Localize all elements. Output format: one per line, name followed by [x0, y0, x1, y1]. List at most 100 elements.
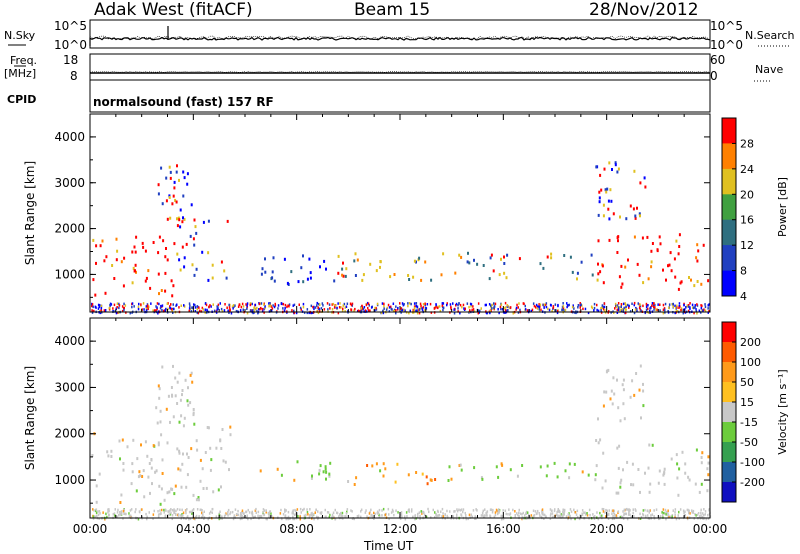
velocity-panel-noise-cell [581, 513, 584, 516]
power-panel-sparse-cell [636, 206, 638, 210]
power-panel-sparse-cell [604, 188, 607, 192]
power-panel-noise-cell [254, 303, 257, 307]
power-panel-region-4-cell [650, 249, 653, 253]
velocity-panel-region-0-cell [209, 468, 212, 472]
velocity-panel-noise-cell [209, 510, 212, 514]
power-panel-noise-cell [676, 304, 678, 308]
power-panel-noise-cell [350, 303, 353, 307]
velocity-panel-noise-cell [296, 508, 299, 511]
velocity-panel-noise-cell [593, 515, 595, 519]
power-panel-noise-cell [224, 303, 226, 306]
power-panel-region-0-cell [152, 241, 155, 244]
velocity-panel-region-4-cell [675, 453, 678, 457]
velocity-panel-noise-cell [462, 508, 465, 511]
power-panel-noise-cell [240, 305, 243, 309]
power-panel-noise-cell [537, 305, 539, 308]
velocity-panel-noise-cell [255, 511, 257, 514]
power-panel-noise-cell [657, 303, 659, 306]
power-panel-noise-cell [470, 303, 473, 306]
power-panel-noise-cell [471, 308, 473, 312]
power-panel-noise-cell [617, 306, 620, 309]
power-panel-noise-cell [568, 303, 570, 307]
velocity-panel-sparse-cell [191, 380, 194, 384]
power-panel-noise-cell [205, 303, 208, 307]
velocity-panel-region-0-cell [150, 458, 153, 461]
velocity-panel-region-0-cell [187, 456, 190, 459]
velocity-panel-noise-cell [267, 511, 270, 515]
power-panel-noise-cell [114, 310, 116, 313]
power-panel-region-1-cell [179, 268, 182, 272]
velocity-panel-sparse-cell [622, 402, 625, 406]
x-axis-label: Time UT [364, 539, 414, 553]
freq-tick-top: 18 [63, 53, 79, 67]
velocity-panel-region-0-cell [190, 447, 193, 451]
velocity-panel-noise-cell [391, 508, 394, 512]
velocity-panel-noise-cell [346, 510, 348, 514]
power-panel-noise-cell [446, 303, 448, 307]
velocity-panel-noise-cell [660, 515, 662, 519]
velocity-panel-noise-cell [436, 509, 439, 513]
power-panel-noise-cell [228, 306, 231, 309]
velocity-panel-noise-cell [569, 508, 572, 511]
velocity-panel-region-3-cell [509, 468, 512, 472]
velocity-panel-noise-cell [186, 508, 188, 511]
velocity-panel-noise-cell [92, 515, 95, 518]
power-panel-noise-cell [663, 307, 666, 310]
power-panel-region-0-cell [149, 286, 152, 290]
velocity-panel-noise-cell [292, 515, 294, 518]
velocity-panel-ytick-label: 2000 [54, 427, 85, 441]
velocity-panel-noise-cell [129, 514, 132, 517]
power-panel-region-3-cell [490, 253, 493, 257]
power-panel-noise-cell [647, 307, 649, 311]
power-panel-noise-cell [385, 308, 388, 311]
power-panel-noise-cell [360, 306, 362, 310]
power-panel-noise-cell [704, 305, 707, 309]
velocity-panel-region-4-cell [694, 482, 697, 486]
velocity-panel-region-0-cell [199, 479, 202, 483]
power-panel-region-4-cell [669, 251, 672, 255]
velocity-panel-region-0-cell [177, 467, 180, 471]
velocity-panel-noise-cell [268, 515, 271, 519]
power-panel-noise-cell [364, 309, 367, 312]
power-panel-noise-cell [263, 303, 265, 306]
velocity-panel-noise-cell [182, 511, 185, 514]
velocity-panel-noise-cell [684, 514, 686, 517]
power-panel-noise-cell [642, 304, 644, 308]
velocity-panel-noise-cell [263, 513, 265, 517]
power-panel-region-4-cell [602, 281, 605, 285]
velocity-panel-noise-cell [682, 509, 685, 512]
power-panel-noise-cell [582, 307, 584, 311]
velocity-panel-noise-cell [581, 509, 584, 512]
power-panel-region-2-cell [264, 270, 267, 274]
velocity-panel-noise-cell [181, 508, 183, 512]
power-panel-noise-cell [288, 305, 290, 308]
power-panel-sparse-cell [609, 188, 612, 192]
velocity-panel-noise-cell [124, 512, 126, 516]
power-panel-noise-cell [506, 309, 508, 312]
power-panel-region-2-cell [300, 266, 303, 270]
power-panel-noise-cell [189, 304, 191, 307]
power-panel-sparse-cell [179, 208, 182, 212]
velocity-panel-noise-cell [331, 515, 333, 519]
power-panel-noise-cell [603, 305, 606, 309]
power-panel-sparse-cell [619, 215, 621, 219]
power-panel-region-0-cell [164, 255, 167, 259]
power-panel-sparse-cell [598, 190, 601, 194]
power-panel-noise-cell [545, 302, 548, 305]
power-panel-sparse-cell [176, 217, 178, 221]
power-panel-sparse-cell [190, 203, 193, 207]
power-panel-noise-cell [137, 305, 140, 309]
velocity-panel-noise-cell [168, 513, 170, 516]
power-panel-region-3-cell [591, 273, 594, 277]
power-panel-region-0-cell [144, 279, 147, 283]
power-panel-noise-cell [682, 311, 684, 315]
velocity-panel-noise-cell [446, 516, 449, 519]
power-panel-region-4-cell [658, 235, 661, 239]
velocity-panel-noise-cell [98, 510, 101, 513]
power-panel-noise-cell [477, 311, 479, 315]
velocity-panel-region-2-cell [375, 462, 378, 466]
velocity-panel-noise-cell [423, 511, 425, 515]
power-panel-noise-cell [115, 307, 117, 310]
power-panel-noise-cell [470, 305, 472, 308]
power-panel-region-4-cell [668, 263, 671, 267]
